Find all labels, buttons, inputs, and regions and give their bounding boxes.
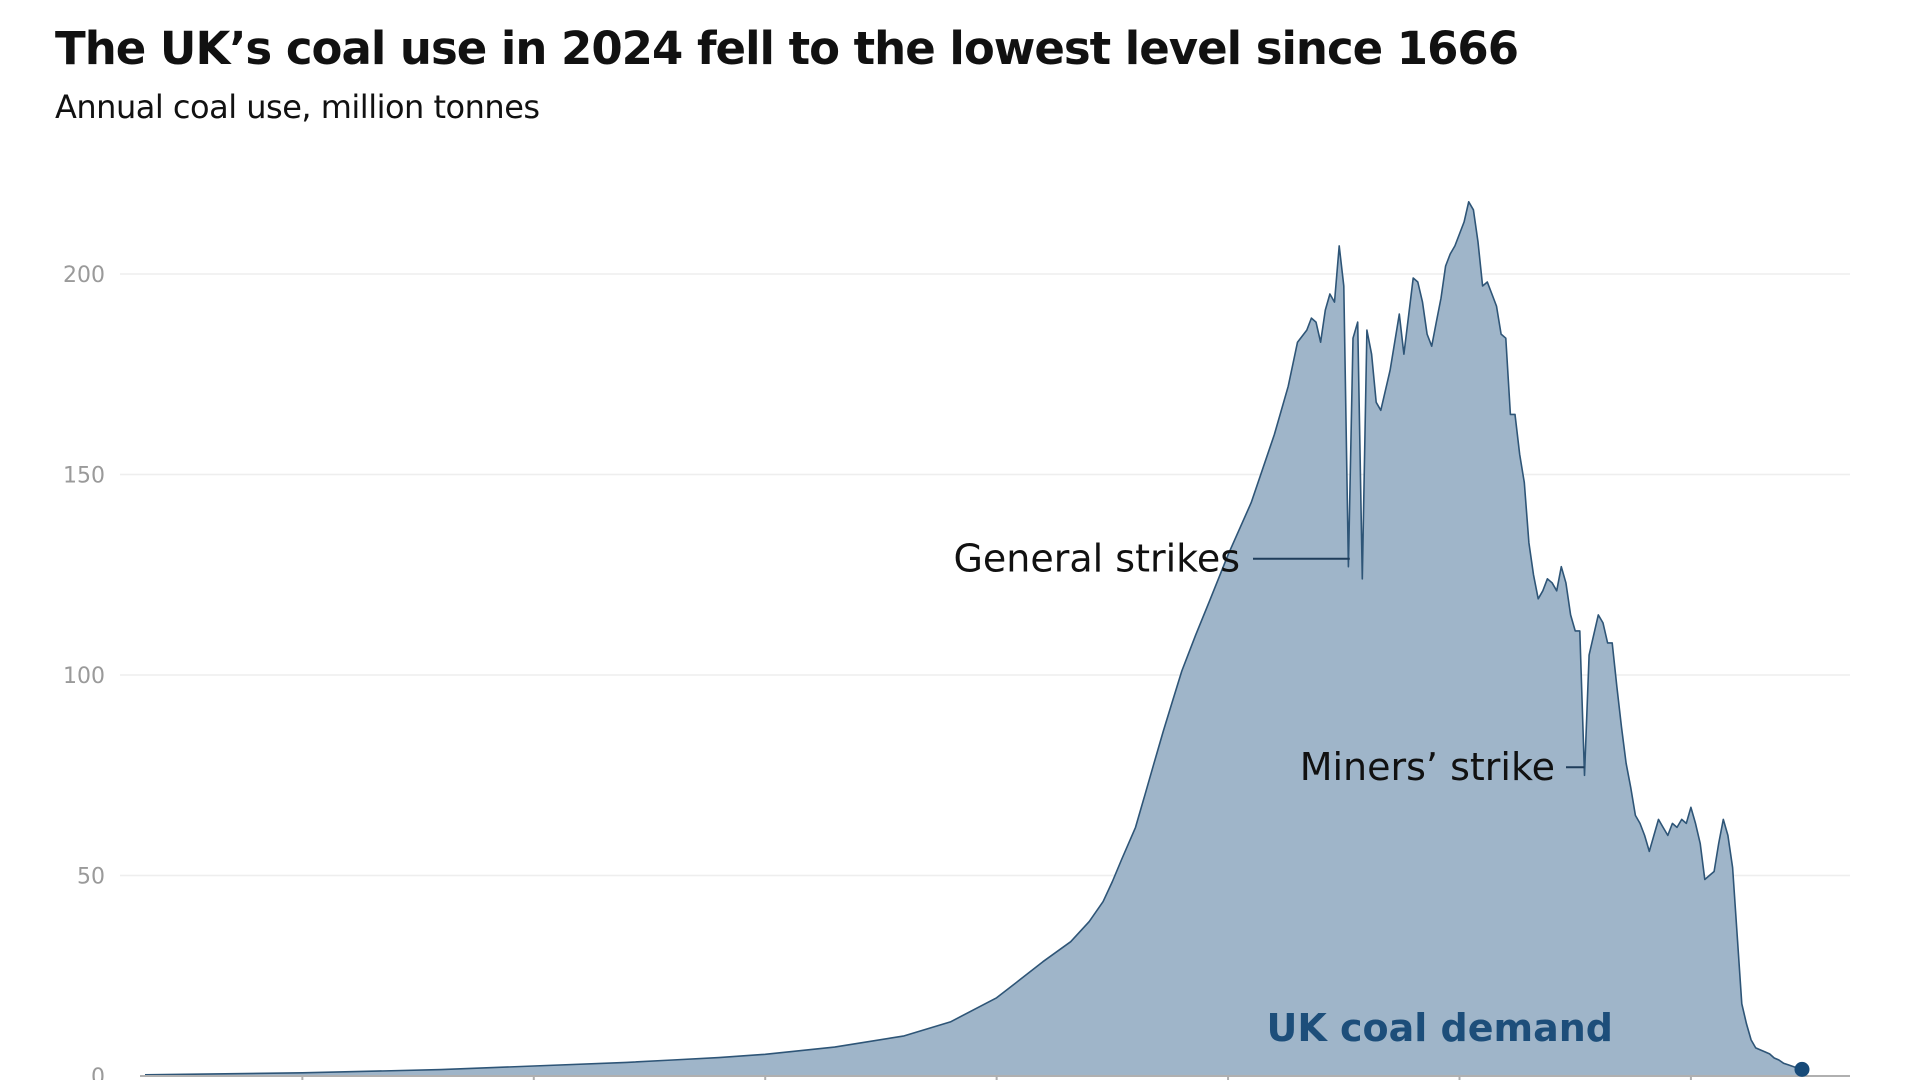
series-area-uk-coal-demand [145, 201, 1802, 1077]
end-point-marker-2024 [1794, 1061, 1810, 1077]
miners-strike-label: Miners’ strike [1300, 745, 1555, 789]
end-marker-group [1794, 1061, 1810, 1077]
series-area-group [144, 201, 1803, 1077]
annotations: General strikes Miners’ strike UK coal dem… [953, 537, 1613, 1050]
x-axis [140, 1075, 1850, 1080]
y-axis-tick-labels: 0 50 100 150 200 [63, 263, 105, 1080]
series-label-uk-coal-demand: UK coal demand [1266, 1006, 1613, 1050]
y-tick-label: 200 [63, 263, 105, 288]
chart-title: The UK’s coal use in 2024 fell to the lo… [55, 22, 1519, 75]
chart-subtitle: Annual coal use, million tonnes [55, 88, 540, 126]
y-tick-label: 0 [91, 1065, 105, 1080]
y-tick-label: 50 [77, 865, 105, 890]
y-tick-label: 150 [63, 464, 105, 489]
general-strikes-label: General strikes [953, 537, 1240, 581]
series-line-uk-coal-demand [144, 201, 1803, 1076]
y-tick-label: 100 [63, 664, 105, 689]
